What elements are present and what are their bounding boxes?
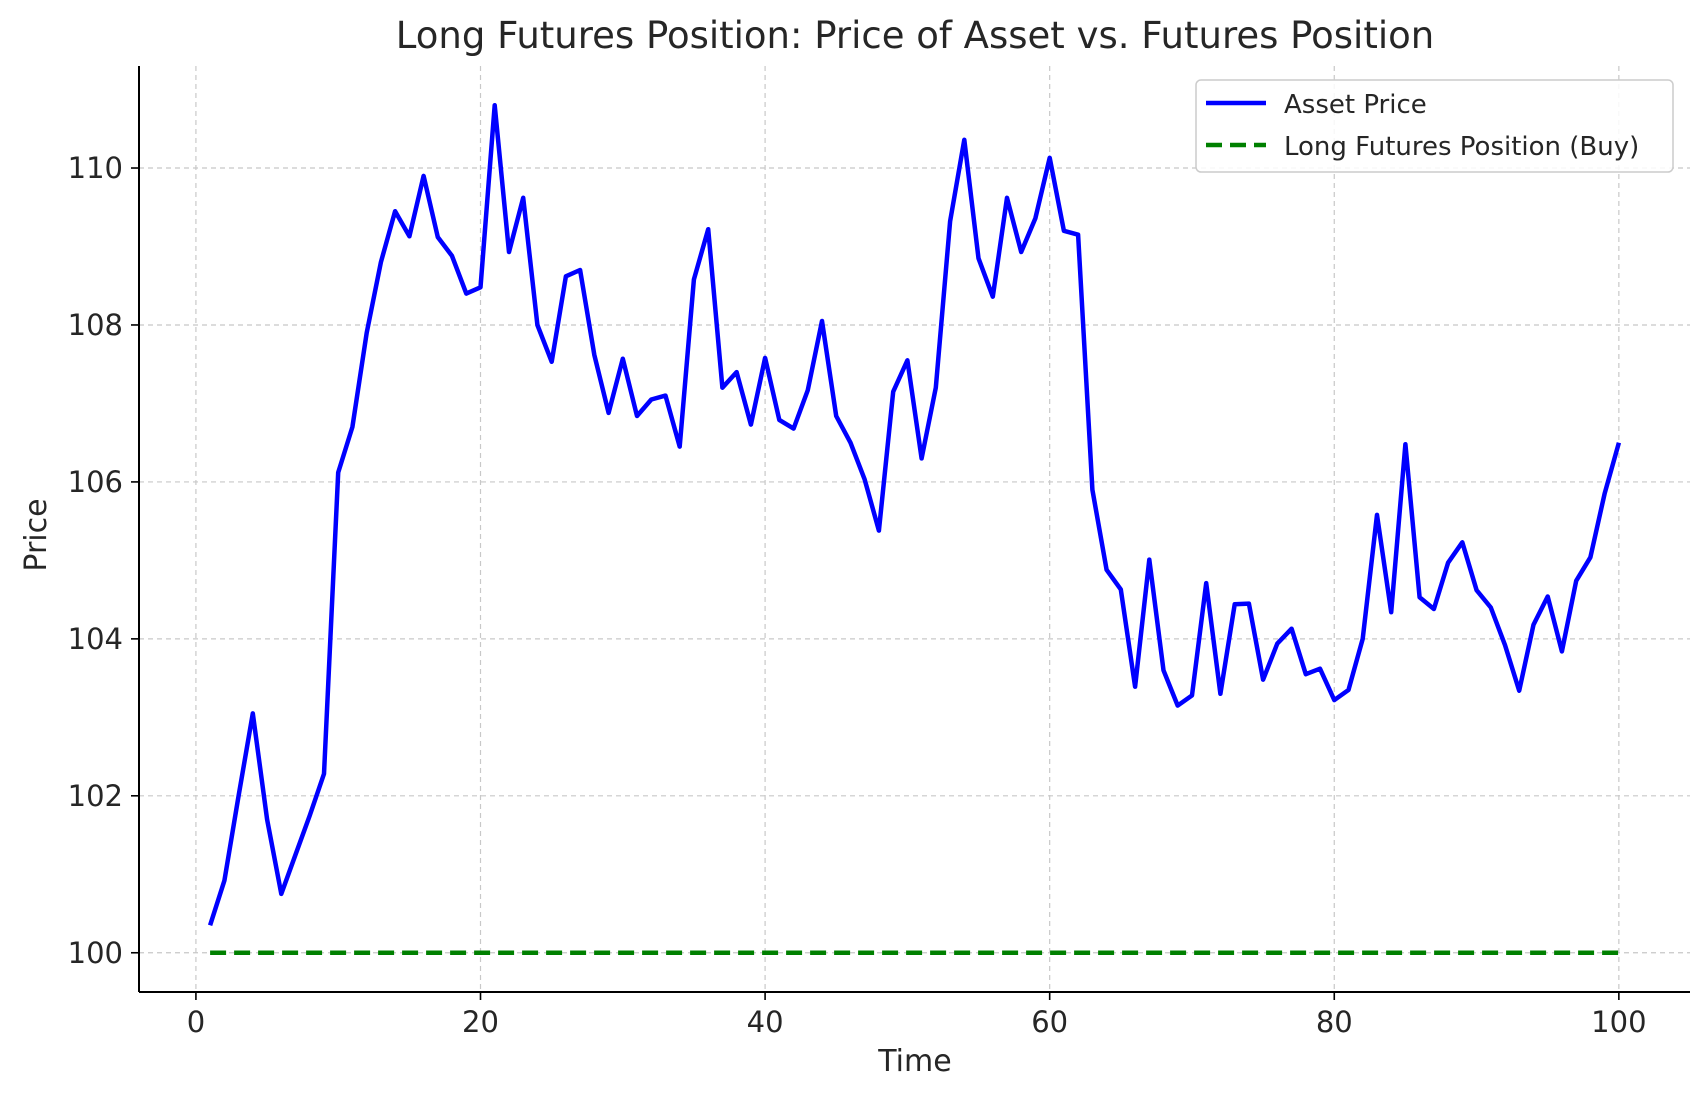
y-tick-label: 110 — [68, 151, 123, 185]
x-axis-label: Time — [877, 1044, 951, 1079]
legend-asset-price-label: Asset Price — [1284, 90, 1427, 120]
chart-title: Long Futures Position: Price of Asset vs… — [396, 14, 1434, 57]
tick-labels: 0 20 40 60 80 100 100 102 104 106 108 110 — [68, 151, 1647, 1039]
legend-box — [1195, 79, 1674, 173]
legend: Asset Price Long Futures Position (Buy) — [1195, 79, 1674, 173]
x-tick-label: 100 — [1591, 1005, 1646, 1039]
y-tick-label: 108 — [68, 308, 123, 342]
legend-futures-label: Long Futures Position (Buy) — [1284, 132, 1639, 162]
x-tick-label: 0 — [187, 1005, 205, 1039]
x-tick-label: 60 — [1031, 1005, 1068, 1039]
y-axis-label: Price — [19, 498, 54, 571]
y-tick-label: 106 — [68, 465, 123, 499]
series-line-asset-price — [207, 102, 1622, 926]
y-tick-label: 100 — [68, 936, 123, 970]
axes — [131, 66, 1690, 1000]
x-tick-label: 80 — [1316, 1005, 1353, 1039]
x-tick-label: 20 — [462, 1005, 499, 1039]
x-tick-label: 40 — [747, 1005, 784, 1039]
series-layer — [207, 102, 1622, 956]
grid — [139, 66, 1690, 992]
y-tick-label: 102 — [68, 779, 123, 813]
y-tick-label: 104 — [68, 622, 123, 656]
